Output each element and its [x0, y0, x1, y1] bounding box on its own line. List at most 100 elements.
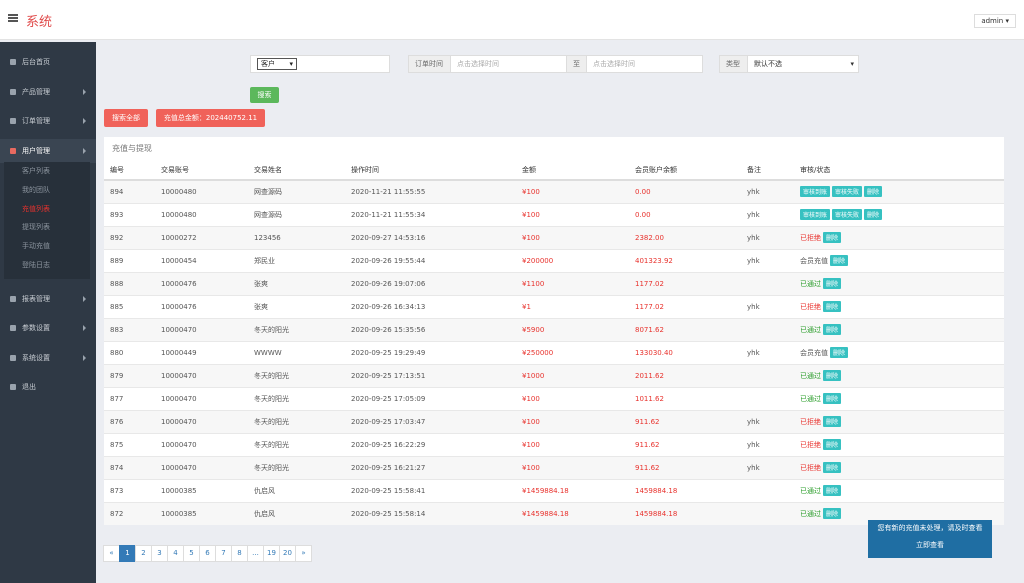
menu-item[interactable]: 产品管理: [0, 80, 96, 104]
action-button[interactable]: 删除: [823, 439, 842, 450]
search-button[interactable]: 搜索: [250, 87, 279, 103]
action-button[interactable]: 删除: [830, 255, 849, 266]
action-button[interactable]: 删除: [823, 324, 842, 335]
action-button[interactable]: 审核到账: [800, 186, 831, 198]
action-button[interactable]: 删除: [823, 462, 842, 473]
page-button[interactable]: 19: [263, 545, 280, 562]
cell-id: 876: [104, 409, 155, 433]
menu-item[interactable]: 订单管理: [0, 109, 96, 133]
cell-name: 冬天的阳光: [248, 317, 345, 341]
cell-status: 已拒绝 删除: [794, 225, 1004, 249]
action-button[interactable]: 删除: [823, 278, 842, 289]
page-button[interactable]: 1: [119, 545, 136, 562]
cell-name: 郑民业: [248, 248, 345, 272]
cell-status: 审核到账 审核失败 删除: [794, 202, 1004, 226]
action-button[interactable]: 删除: [823, 301, 842, 312]
menu-item[interactable]: 用户管理: [0, 138, 96, 163]
cell-balance: 1011.62: [629, 386, 741, 410]
action-button[interactable]: 删除: [830, 347, 849, 358]
table-row: 873 10000385 仇启风 2020-09-25 15:58:41 ¥145988…: [104, 478, 1004, 502]
user-menu[interactable]: admin ▾: [974, 14, 1016, 28]
menu-icon: [10, 295, 16, 302]
page-button[interactable]: 8: [231, 545, 248, 562]
type-label: 类型: [719, 55, 748, 73]
cell-note: [741, 478, 794, 502]
cell-balance: 0.00: [629, 179, 741, 203]
submenu-item[interactable]: 客户列表: [22, 167, 50, 175]
action-button[interactable]: 删除: [823, 485, 842, 496]
action-button[interactable]: 删除: [823, 508, 842, 520]
action-button[interactable]: 删除: [823, 393, 842, 404]
status-text: 已通过: [800, 279, 821, 288]
page-button[interactable]: 2: [135, 545, 152, 562]
submenu-item[interactable]: 登陆日志: [22, 261, 50, 269]
cell-balance: 0.00: [629, 202, 741, 226]
menu-icon: [10, 325, 16, 332]
page-button[interactable]: 7: [215, 545, 232, 562]
action-button[interactable]: 审核失败: [832, 186, 863, 198]
action-button[interactable]: 删除: [823, 416, 842, 427]
cell-time: 2020-09-25 17:13:51: [345, 363, 516, 387]
menu-icon: [10, 147, 16, 154]
table-row: 883 10000470 冬天的阳光 2020-09-26 15:35:56 ¥5900…: [104, 317, 1004, 341]
page-button[interactable]: 4: [167, 545, 184, 562]
menu-label: 后台首页: [22, 58, 50, 66]
search-all-button[interactable]: 搜索全部: [104, 109, 148, 127]
cell-time: 2020-11-21 11:55:55: [345, 179, 516, 203]
page-button[interactable]: «: [103, 545, 120, 562]
action-button[interactable]: 审核失败: [832, 209, 863, 220]
cell-note: [741, 271, 794, 295]
cell-name: 网查源码: [248, 179, 345, 203]
page-button[interactable]: 3: [151, 545, 168, 562]
cell-amount: ¥100: [516, 455, 629, 479]
cell-note: yhk: [741, 340, 794, 364]
page-button[interactable]: ...: [247, 545, 264, 562]
menu-toggle[interactable]: [8, 17, 18, 19]
action-button[interactable]: 删除: [864, 186, 883, 198]
cell-name: 网查源码: [248, 202, 345, 226]
cell-time: 2020-09-26 16:34:13: [345, 294, 516, 318]
column-header: 交易姓名: [248, 160, 345, 181]
select-text: 默认不选: [754, 60, 782, 68]
menu-item[interactable]: 参数设置: [0, 316, 96, 340]
cell-status: 已拒绝 删除: [794, 294, 1004, 318]
menu-item[interactable]: 退出: [0, 375, 96, 399]
cell-note: yhk: [741, 225, 794, 249]
cell-id: 893: [104, 202, 155, 226]
customer-select[interactable]: 客户 ▾: [257, 58, 297, 70]
table-row: 876 10000470 冬天的阳光 2020-09-25 17:03:47 ¥100 9…: [104, 409, 1004, 433]
submenu-item[interactable]: 我的团队: [22, 185, 50, 194]
submenu-item[interactable]: 充值列表: [22, 204, 50, 213]
page-button[interactable]: 5: [183, 545, 200, 562]
cell-name: 冬天的阳光: [248, 432, 345, 456]
menu-icon: [10, 384, 16, 391]
action-button[interactable]: 删除: [823, 232, 842, 243]
menu-arrow: [83, 88, 86, 95]
cell-time: 2020-09-25 19:29:49: [345, 340, 516, 364]
menu-label: 订单管理: [22, 117, 50, 125]
cell-note: yhk: [741, 179, 794, 203]
submenu-item[interactable]: 提现列表: [22, 223, 50, 232]
status-text: 已拒绝: [800, 302, 821, 311]
time-to-input[interactable]: 点击选择时间: [586, 55, 703, 73]
status-text: 已通过: [800, 486, 821, 495]
action-button[interactable]: 审核到账: [800, 209, 831, 220]
cell-time: 2020-09-25 16:21:27: [345, 455, 516, 479]
cell-name: 冬天的阳光: [248, 455, 345, 479]
column-header: 编号: [104, 160, 155, 181]
menu-item[interactable]: 报表管理: [0, 287, 96, 311]
action-button[interactable]: 删除: [864, 209, 883, 220]
menu-item[interactable]: 后台首页: [0, 50, 96, 74]
page-button[interactable]: 6: [199, 545, 216, 562]
action-button[interactable]: 删除: [823, 370, 842, 381]
notice-link[interactable]: 立即查看: [916, 541, 944, 549]
cell-balance: 911.62: [629, 409, 741, 433]
cell-name: 123456: [248, 225, 345, 249]
page-button[interactable]: »: [295, 545, 312, 562]
time-from-input[interactable]: 点击选择时间: [450, 55, 567, 73]
type-select[interactable]: 默认不选 ▾: [747, 55, 859, 73]
time-label: 订单时间: [408, 55, 451, 73]
submenu-item[interactable]: 手动充值: [22, 242, 50, 251]
page-button[interactable]: 20: [279, 545, 296, 562]
menu-item[interactable]: 系统设置: [0, 346, 96, 370]
